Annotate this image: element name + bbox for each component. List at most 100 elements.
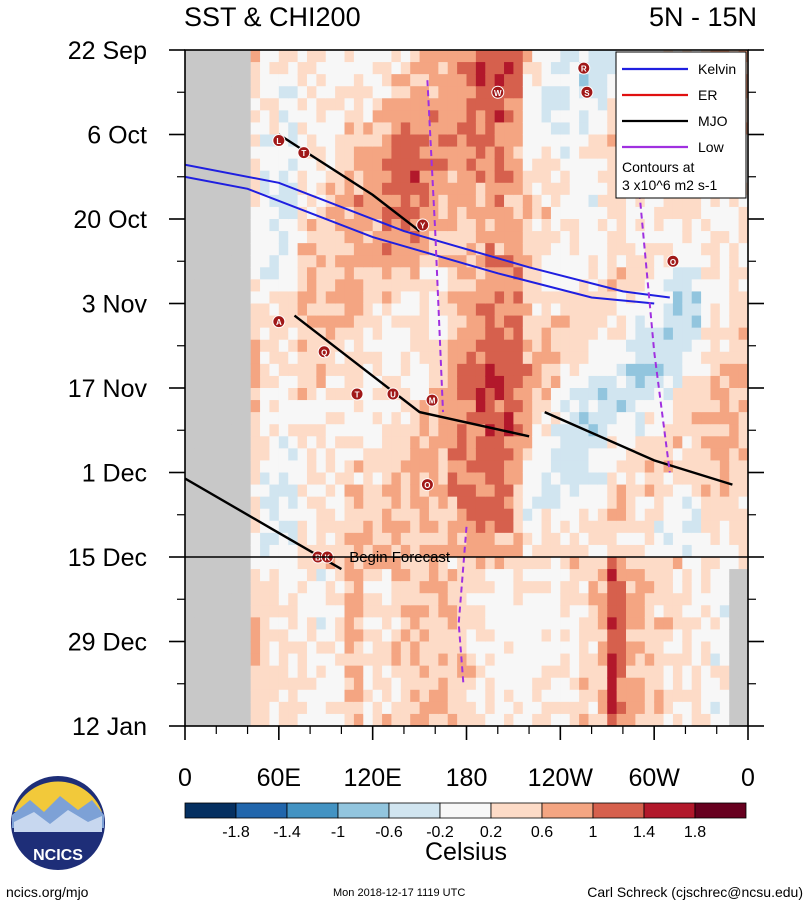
sst-cell [485,665,496,679]
sst-cell [222,74,233,87]
sst-cell [541,50,552,63]
sst-cell [466,677,477,691]
sst-cell [222,279,233,293]
sst-cell [475,701,486,715]
sst-cell [494,291,505,305]
sst-cell [288,448,299,462]
sst-cell [391,363,402,377]
sst-cell [410,641,421,655]
sst-cell [607,496,618,510]
sst-cell [353,508,364,522]
sst-cell [194,713,205,726]
sst-cell [504,122,515,136]
sst-cell [428,436,439,449]
sst-cell [475,303,486,317]
sst-cell [288,291,299,305]
sst-cell [391,255,402,268]
sst-cell [719,303,730,317]
sst-cell [626,231,636,244]
sst-cell [372,508,383,522]
sst-cell [372,496,383,510]
sst-cell [410,436,421,449]
sst-cell [635,339,646,353]
sst-cell [494,206,505,220]
sst-cell [391,569,402,582]
sst-cell [344,146,355,160]
sst-cell [550,677,561,691]
sst-cell [260,448,271,462]
footer-url[interactable]: ncics.org/mjo [6,884,89,900]
sst-cell [729,291,740,305]
sst-cell [400,412,411,425]
sst-cell [372,605,383,618]
sst-cell [710,315,721,329]
sst-cell [654,267,665,280]
sst-cell [250,231,261,244]
sst-cell [382,206,393,220]
sst-cell [560,50,571,63]
sst-cell [438,291,449,305]
sst-cell [701,206,712,220]
sst-cell [588,255,599,268]
sst-cell [457,617,468,631]
sst-cell [569,412,580,425]
sst-cell [344,677,355,691]
sst-cell [513,689,524,703]
sst-cell [719,327,730,341]
sst-cell [231,267,242,280]
sst-cell [597,677,608,691]
sst-cell [569,315,580,329]
sst-cell [372,194,383,208]
sst-cell [588,375,599,389]
sst-cell [475,436,486,449]
sst-cell [316,484,327,498]
sst-cell [203,315,214,329]
sst-cell [616,388,627,401]
sst-cell [325,182,336,196]
sst-cell [644,267,655,280]
sst-cell [729,677,740,691]
sst-cell [250,581,261,594]
sst-cell [607,472,618,486]
sst-cell [419,339,430,353]
sst-cell [485,701,496,715]
sst-cell [306,279,317,293]
sst-cell [382,496,393,510]
sst-cell [522,158,533,172]
sst-cell [353,701,364,715]
sst-cell [494,98,505,111]
sst-cell [701,532,712,546]
sst-cell [288,713,299,726]
sst-cell [607,400,618,413]
sst-cell [194,219,205,232]
sst-cell [504,339,515,353]
sst-cell [541,617,552,631]
sst-cell [550,363,561,377]
sst-cell [522,617,533,631]
sst-cell [194,339,205,353]
sst-cell [335,436,346,449]
sst-cell [475,134,486,148]
sst-cell [597,701,608,715]
sst-cell [569,484,580,498]
sst-cell [682,581,693,594]
sst-cell [485,255,496,268]
sst-cell [447,629,458,643]
sst-cell [213,62,224,75]
sst-cell [522,351,533,365]
sst-cell [372,460,383,474]
sst-cell [522,388,533,401]
sst-cell [400,617,411,631]
sst-cell [597,460,608,474]
sst-cell [560,267,571,280]
sst-cell [297,701,308,715]
y-tick-label: 20 Oct [73,206,147,234]
sst-cell [672,448,683,462]
sst-cell [353,74,364,87]
sst-cell [513,701,524,715]
sst-cell [710,713,721,726]
sst-cell [466,689,477,703]
sst-cell [260,255,271,268]
sst-cell [701,629,712,643]
sst-cell [579,569,590,582]
